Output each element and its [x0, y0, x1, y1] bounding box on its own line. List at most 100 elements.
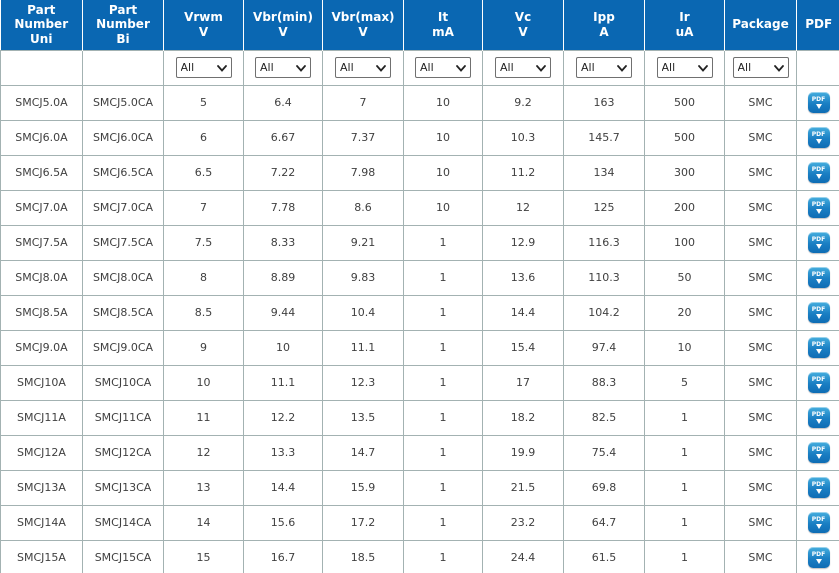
filter-dropdown-package: All	[732, 57, 789, 78]
filter-cell-it: All	[403, 49, 483, 86]
pdf-download-button[interactable]: PDF	[807, 372, 830, 393]
cell-vc: 19.9	[482, 434, 564, 471]
cell-package: SMC	[724, 434, 797, 471]
pdf-icon-label: PDF	[811, 551, 826, 558]
cell-part-number-bi: SMCJ8.5CA	[82, 294, 164, 331]
cell-package: SMC	[724, 84, 797, 121]
cell-vrwm: 12	[163, 434, 244, 471]
pdf-download-button[interactable]: PDF	[807, 337, 830, 358]
filter-cell-ir: All	[644, 49, 725, 86]
column-header-part-number-bi: Part Number Bi	[82, 0, 164, 50]
filter-cell-part-number-bi	[82, 49, 164, 86]
cell-vc: 15.4	[482, 329, 564, 366]
cell-ipp: 163	[563, 84, 645, 121]
cell-vbr-max: 8.6	[322, 189, 404, 226]
filter-cell-ipp: All	[563, 49, 645, 86]
pdf-download-button[interactable]: PDF	[807, 162, 830, 183]
cell-package: SMC	[724, 294, 797, 331]
pdf-download-button[interactable]: PDF	[807, 92, 830, 113]
filter-select-ir[interactable]: All	[656, 57, 713, 78]
cell-vbr-min: 7.78	[243, 189, 323, 226]
pdf-download-button[interactable]: PDF	[807, 232, 830, 253]
filter-dropdown-vbr-min: All	[255, 57, 311, 78]
table-row: SMCJ7.0A SMCJ7.0CA 7 7.78 8.6 10 12 125 200 SMC PD…	[0, 189, 839, 226]
cell-pdf: PDF	[796, 84, 839, 121]
pdf-download-button[interactable]: PDF	[807, 512, 830, 533]
cell-vbr-min: 8.33	[243, 224, 323, 261]
table-header-row: Part Number Uni Part Number Bi Vrwm V Vbr(m…	[0, 0, 839, 50]
cell-part-number-uni: SMCJ15A	[0, 539, 83, 573]
pdf-download-button[interactable]: PDF	[807, 127, 830, 148]
cell-vrwm: 15	[163, 539, 244, 573]
filter-select-vrwm[interactable]: All	[175, 57, 232, 78]
filter-dropdown-vbr-max: All	[335, 57, 391, 78]
cell-ir: 5	[644, 364, 725, 401]
cell-vbr-max: 11.1	[322, 329, 404, 366]
cell-it: 1	[403, 224, 483, 261]
pdf-download-button[interactable]: PDF	[807, 267, 830, 288]
filter-dropdown-vc: All	[495, 57, 551, 78]
cell-part-number-bi: SMCJ8.0CA	[82, 259, 164, 296]
pdf-download-button[interactable]: PDF	[807, 442, 830, 463]
cell-vrwm: 7.5	[163, 224, 244, 261]
download-arrow-icon	[815, 279, 822, 284]
pdf-icon-label: PDF	[811, 481, 826, 488]
filter-cell-part-number-uni	[0, 49, 83, 86]
filter-select-vbr-max[interactable]: All	[335, 57, 391, 78]
filter-select-package[interactable]: All	[732, 57, 789, 78]
cell-vbr-max: 12.3	[322, 364, 404, 401]
pdf-download-button[interactable]: PDF	[807, 477, 830, 498]
cell-pdf: PDF	[796, 154, 839, 191]
cell-pdf: PDF	[796, 434, 839, 471]
cell-part-number-uni: SMCJ11A	[0, 399, 83, 436]
filter-dropdown-ir: All	[656, 57, 713, 78]
cell-vbr-min: 8.89	[243, 259, 323, 296]
table-row: SMCJ6.5A SMCJ6.5CA 6.5 7.22 7.98 10 11.2 134 300…	[0, 154, 839, 191]
cell-part-number-bi: SMCJ13CA	[82, 469, 164, 506]
cell-vc: 13.6	[482, 259, 564, 296]
cell-ir: 500	[644, 84, 725, 121]
pdf-download-button[interactable]: PDF	[807, 197, 830, 218]
cell-ir: 300	[644, 154, 725, 191]
filter-cell-vc: All	[482, 49, 564, 86]
table-row: SMCJ11A SMCJ11CA 11 12.2 13.5 1 18.2 82.5 1 SMC PD…	[0, 399, 839, 436]
pdf-download-button[interactable]: PDF	[807, 302, 830, 323]
pdf-icon-label: PDF	[811, 516, 826, 523]
cell-part-number-bi: SMCJ11CA	[82, 399, 164, 436]
cell-it: 1	[403, 364, 483, 401]
cell-pdf: PDF	[796, 399, 839, 436]
cell-pdf: PDF	[796, 189, 839, 226]
table-row: SMCJ8.5A SMCJ8.5CA 8.5 9.44 10.4 1 14.4 104.2 20…	[0, 294, 839, 331]
cell-vc: 14.4	[482, 294, 564, 331]
cell-vrwm: 14	[163, 504, 244, 541]
cell-part-number-uni: SMCJ5.0A	[0, 84, 83, 121]
cell-ipp: 82.5	[563, 399, 645, 436]
filter-select-it[interactable]: All	[415, 57, 471, 78]
cell-ir: 100	[644, 224, 725, 261]
cell-part-number-bi: SMCJ7.0CA	[82, 189, 164, 226]
download-arrow-icon	[815, 454, 822, 459]
filter-select-vbr-min[interactable]: All	[255, 57, 311, 78]
pdf-icon-label: PDF	[811, 166, 826, 173]
filter-row: All All All All All All All All	[0, 49, 839, 86]
cell-vbr-max: 7.37	[322, 119, 404, 156]
table-row: SMCJ10A SMCJ10CA 10 11.1 12.3 1 17 88.3 5 SMC PDF	[0, 364, 839, 401]
cell-vbr-max: 9.21	[322, 224, 404, 261]
pdf-icon-label: PDF	[811, 411, 826, 418]
cell-package: SMC	[724, 539, 797, 573]
filter-select-vc[interactable]: All	[495, 57, 551, 78]
cell-vrwm: 13	[163, 469, 244, 506]
pdf-download-button[interactable]: PDF	[807, 547, 830, 568]
cell-it: 1	[403, 504, 483, 541]
pdf-download-button[interactable]: PDF	[807, 407, 830, 428]
cell-vc: 17	[482, 364, 564, 401]
filter-select-ipp[interactable]: All	[576, 57, 632, 78]
filter-dropdown-it: All	[415, 57, 471, 78]
cell-ir: 1	[644, 469, 725, 506]
filter-cell-package: All	[724, 49, 797, 86]
cell-package: SMC	[724, 119, 797, 156]
cell-ir: 200	[644, 189, 725, 226]
cell-pdf: PDF	[796, 364, 839, 401]
cell-vc: 9.2	[482, 84, 564, 121]
